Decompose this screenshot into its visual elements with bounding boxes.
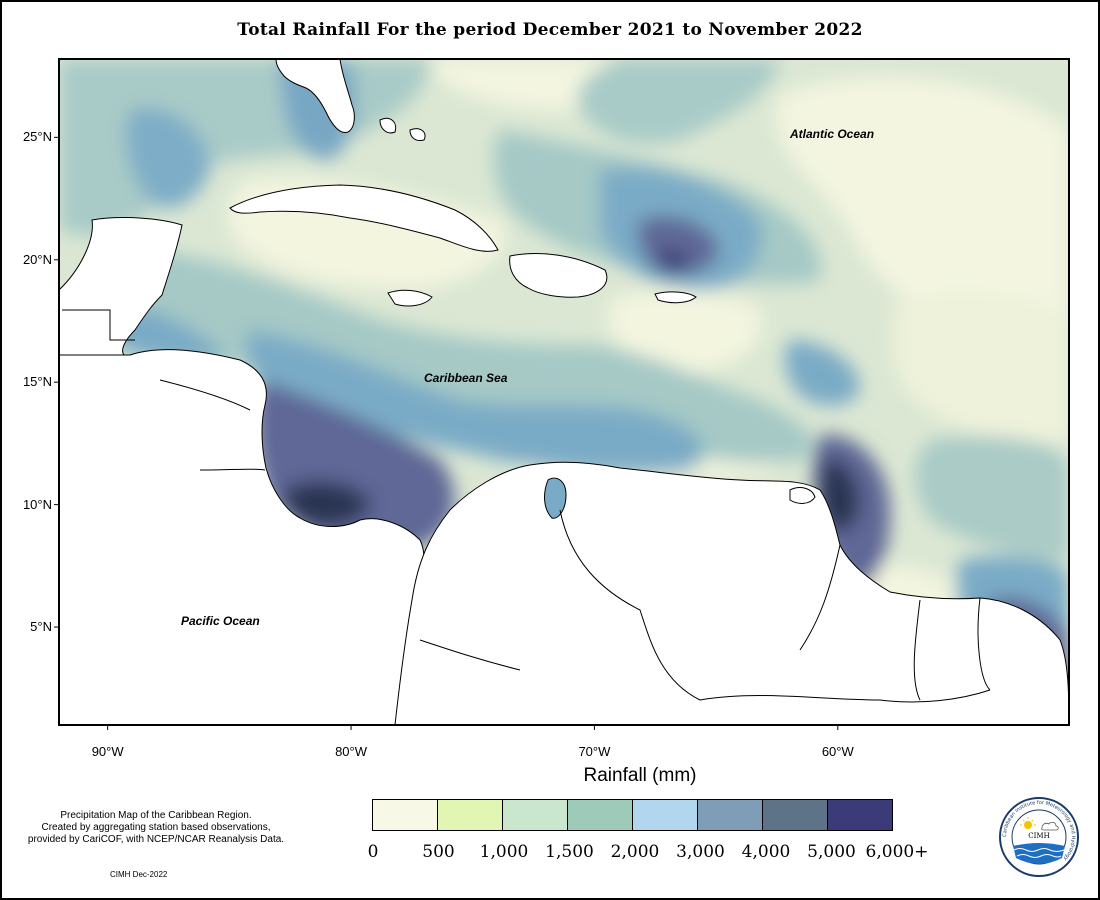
border-colombia-venezuela: [559, 509, 701, 701]
border-suriname-fguiana: [977, 597, 991, 691]
legend-swatch: [698, 800, 763, 830]
land-florida: [275, 59, 355, 134]
legend-swatch: [568, 800, 633, 830]
land-mexico: [59, 217, 183, 356]
note-line-3: provided by CariCOF, with NCEP/NCAR Rean…: [27, 834, 285, 845]
lon-label: 80°W: [335, 744, 368, 759]
rain-zone-mid-atlantic: [577, 59, 780, 144]
land-bahamas-2: [409, 128, 426, 141]
legend-tick-label: 5,000: [807, 842, 856, 862]
legend-tick-label: 3,000: [676, 842, 725, 862]
land-cuba: [229, 184, 499, 252]
border-nicaragua: [199, 468, 266, 471]
legend-swatch: [373, 800, 438, 830]
rain-zone-wet-lesser: [784, 340, 860, 406]
lon-label: 60°W: [821, 744, 854, 759]
border-colombia-ecuador: [419, 639, 521, 671]
lat-label: 20°N: [22, 251, 52, 267]
plot-frame: [58, 58, 1070, 726]
cimh-logo: Caribbean Institute for Meteorology and …: [999, 797, 1079, 877]
rain-zone-dry-north: [430, 59, 626, 110]
lon-label: 70°W: [578, 744, 611, 759]
legend-swatch: [633, 800, 698, 830]
legend-swatch: [503, 800, 568, 830]
map-title: Total Rainfall For the period December 2…: [237, 20, 863, 40]
note-line-1: Precipitation Map of the Caribbean Regio…: [60, 810, 252, 821]
legend-swatch: [828, 800, 892, 830]
legend-swatch: [763, 800, 828, 830]
lat-label: 25°N: [22, 129, 52, 145]
legend-tick-label: 2,000: [610, 842, 660, 862]
legend-tick-label: 6,000+: [865, 842, 929, 862]
lat-label: 15°N: [22, 374, 52, 390]
legend-swatch: [438, 800, 503, 830]
legend-tick-label: 0: [367, 842, 379, 862]
border-venezuela-guyana: [799, 544, 841, 651]
legend-tick-label: 1,500: [545, 842, 594, 862]
rain-zone-max-panama: [283, 481, 370, 527]
land-trinidad: [789, 487, 816, 504]
legend-tick-label: 500: [422, 842, 455, 862]
label-pacific-ocean: Pacific Ocean: [181, 614, 260, 628]
logo-center-text: CIMH: [1028, 832, 1049, 840]
rain-zone-heavy-pr: [638, 216, 720, 275]
lon-label: 90°W: [91, 744, 124, 759]
legend-title: Rainfall (mm): [583, 765, 697, 786]
lat-label: 5°N: [30, 619, 52, 635]
label-caribbean-sea: Caribbean Sea: [424, 371, 508, 385]
label-atlantic-ocean: Atlantic Ocean: [790, 127, 875, 141]
border-guyana-suriname: [913, 599, 921, 701]
rain-zone-dry-east: [892, 291, 1069, 442]
land-hispaniola: [509, 253, 608, 298]
borders: [62, 309, 991, 703]
credit-text: CIMH Dec-2022: [110, 870, 168, 879]
rain-zone-wet-gulf: [126, 108, 210, 209]
rain-zone-mid-central: [138, 250, 813, 464]
lat-label: 10°N: [22, 496, 52, 512]
rain-zone-wet-central-carib: [246, 330, 704, 475]
border-brazil: [699, 689, 991, 703]
land-bahamas-1: [379, 117, 397, 134]
land-jamaica: [387, 289, 433, 307]
legend-tick-label: 1,000: [479, 842, 529, 862]
rain-zone-dry-ne: [776, 77, 1069, 333]
border-mexico-guatemala: [62, 309, 135, 341]
rain-zone-dry-pr: [608, 289, 762, 372]
land-south-america: [394, 461, 1069, 725]
legend-color-bar: [372, 799, 893, 831]
land-lake-maracaibo: [544, 477, 567, 519]
note-line-2: Created by aggregating station based obs…: [41, 822, 271, 833]
rain-zone-mid-far-east: [915, 436, 1069, 560]
rain-zone-max-pr: [660, 248, 690, 273]
border-honduras: [159, 379, 251, 411]
legend-tick-label: 4,000: [741, 842, 791, 862]
land-puerto-rico: [654, 291, 697, 304]
map-description-note: Precipitation Map of the Caribbean Regio…: [6, 810, 306, 846]
land: [59, 59, 1069, 725]
